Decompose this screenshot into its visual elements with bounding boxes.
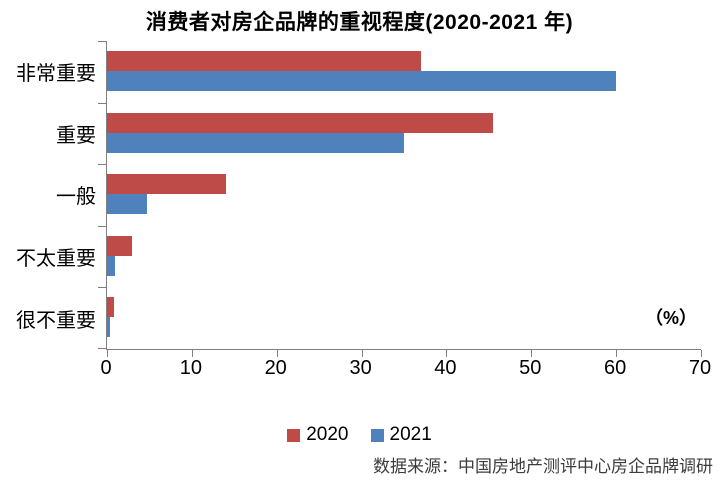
x-axis-tick: [616, 350, 618, 357]
legend-label-2020: 2020: [306, 424, 349, 445]
bar-2021-不太重要: [107, 255, 115, 276]
x-tick-label: 70: [688, 357, 712, 379]
bar-2020-一般: [107, 174, 226, 195]
y-axis-tick: [98, 102, 107, 104]
source-note: 数据来源：中国房地产测评中心房企品牌调研: [373, 457, 713, 477]
bar-2021-很不重要: [107, 317, 110, 338]
chart-title: 消费者对房企品牌的重视程度(2020-2021 年): [145, 11, 574, 34]
x-tick-label: 0: [100, 357, 112, 379]
y-axis-tick: [98, 225, 107, 227]
x-axis-tick: [361, 350, 363, 357]
x-axis-labels: 0 10 20 30 40 50 60 70: [0, 357, 719, 385]
x-tick-label: 40: [434, 357, 457, 379]
bar-2021-重要: [107, 132, 404, 153]
y-axis-labels: 非常重要重要一般不太重要很不重要: [0, 41, 96, 349]
legend-label-2021: 2021: [389, 424, 432, 445]
x-tick-label: 30: [349, 357, 372, 379]
bar-2020-重要: [107, 112, 494, 133]
percent-unit-label: （%）: [645, 308, 698, 328]
x-tick-label: 10: [179, 357, 203, 379]
bar-2021-非常重要: [107, 71, 617, 91]
y-axis-tick: [98, 348, 107, 349]
bar-2021-一般: [107, 194, 147, 215]
legend-item-2021: 2021: [370, 424, 432, 446]
category-label: 非常重要: [16, 63, 96, 86]
x-axis-tick: [276, 350, 278, 357]
category-label: 很不重要: [16, 309, 96, 332]
x-axis-tick: [701, 350, 702, 357]
category-label: 不太重要: [16, 248, 96, 271]
x-tick-label: 60: [603, 357, 627, 379]
category-label: 一般: [56, 186, 96, 209]
bar-2020-不太重要: [107, 235, 132, 256]
y-axis-tick: [98, 164, 107, 166]
legend-swatch-2020: [287, 428, 301, 442]
category-label: 重要: [56, 124, 96, 147]
bar-2020-非常重要: [107, 51, 421, 71]
y-axis-tick: [98, 41, 107, 42]
legend-swatch-2021: [370, 428, 384, 442]
plot-area: [98, 41, 702, 357]
x-tick-label: 50: [519, 357, 542, 379]
y-axis-tick: [98, 287, 107, 289]
x-axis-tick: [107, 350, 108, 357]
chart-legend: 2020 2021: [0, 424, 719, 446]
bar-2020-很不重要: [107, 297, 114, 318]
x-axis-tick: [531, 350, 533, 357]
legend-item-2020: 2020: [287, 424, 349, 446]
x-axis-tick: [446, 350, 448, 357]
x-tick-label: 20: [264, 357, 287, 379]
x-axis-tick: [191, 350, 193, 357]
